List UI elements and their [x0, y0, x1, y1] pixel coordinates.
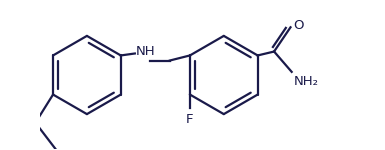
Text: NH₂: NH₂ [294, 75, 319, 88]
Text: F: F [186, 113, 194, 126]
Text: O: O [294, 19, 304, 32]
Text: NH: NH [136, 45, 155, 58]
